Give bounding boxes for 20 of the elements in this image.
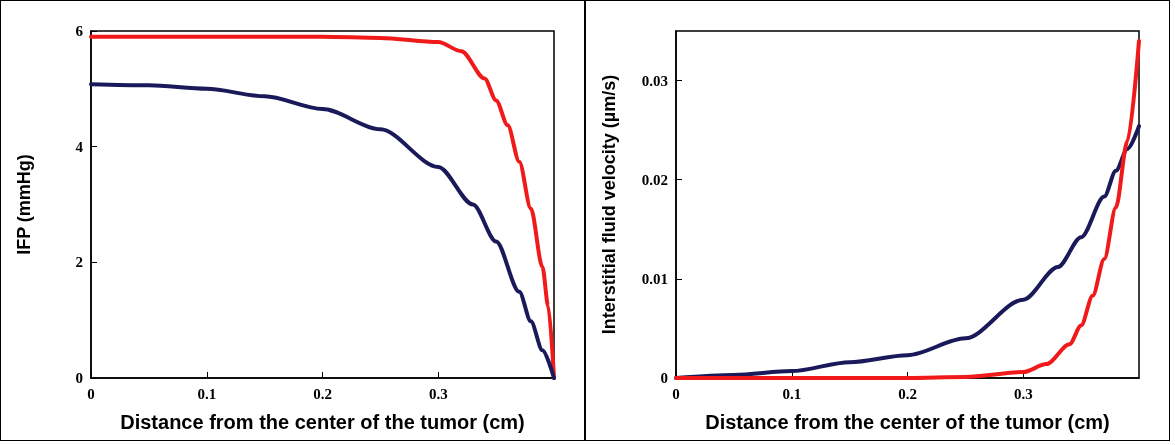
y-tick-label: 0.01 (641, 270, 668, 287)
x-tick-label: 0.1 (782, 385, 802, 402)
y-tick-label: 0.03 (641, 72, 668, 89)
x-tick-label: 0.2 (313, 385, 332, 402)
y-tick-label: 4 (75, 138, 84, 155)
y-axis-title: Interstitial fluid velocity (µm/s) (599, 74, 619, 335)
x-tick-label: 0 (87, 385, 95, 402)
x-tick-label: 0 (672, 385, 680, 402)
x-axis-title: Distance from the center of the tumor (cm) (705, 411, 1110, 433)
x-tick-label: 0.1 (197, 385, 217, 402)
y-tick-label: 6 (75, 23, 84, 39)
y-tick-label: 0 (75, 370, 83, 386)
y-tick-label: 2 (75, 254, 83, 271)
y-tick-label: 0 (660, 370, 668, 386)
y-axis-title: IFP (mmHg) (14, 154, 34, 255)
x-tick-label: 0.3 (428, 385, 448, 402)
y-tick-label: 0.02 (641, 171, 668, 188)
x-tick-label: 0.3 (1013, 385, 1033, 402)
x-axis-title: Distance from the center of the tumor (cm) (120, 411, 525, 433)
x-tick-label: 0.2 (898, 385, 917, 402)
